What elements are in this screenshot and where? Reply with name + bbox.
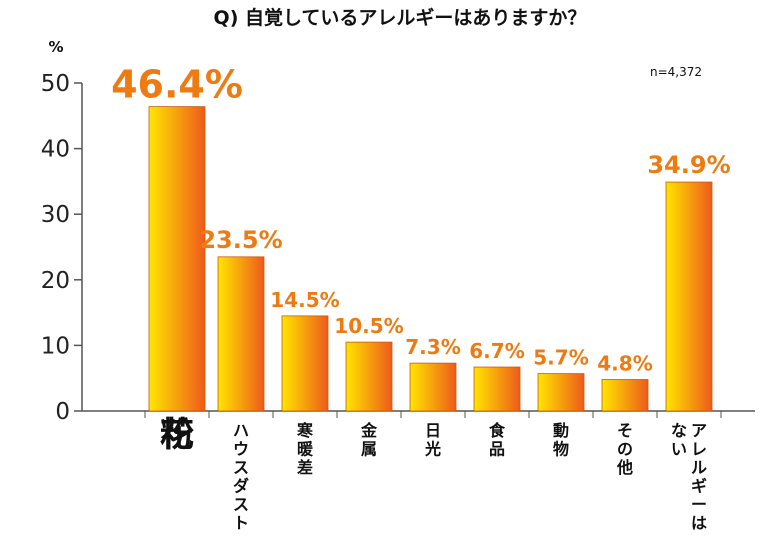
category-label-text: 動物 (553, 421, 569, 459)
sample-size-note: n=4,372 (650, 65, 702, 79)
category-label: 食品 (488, 421, 506, 459)
y-tick-label: 30 (41, 202, 70, 228)
category-label: 動物 (553, 421, 569, 459)
category-label: ハウスダスト (233, 421, 249, 533)
category-label-text: その他 (616, 421, 633, 477)
y-tick-label: 50 (41, 71, 70, 97)
bar (148, 106, 206, 412)
chart-title: Q) 自覚しているアレルギーはありますか？ (214, 6, 587, 29)
category-label: 寒暖差 (296, 421, 314, 477)
y-tick-label: 0 (55, 399, 70, 425)
category-label-text: ハウスダスト (233, 421, 249, 533)
category-label-text: 寒暖差 (296, 421, 314, 477)
category-label-text: アレルギーは (691, 421, 707, 533)
bar (409, 362, 457, 412)
bar (345, 341, 393, 412)
y-tick-label: 20 (41, 268, 70, 294)
value-label: 14.5% (270, 288, 339, 312)
value-label: 10.5% (334, 314, 403, 338)
value-label: 5.7% (533, 346, 588, 370)
value-label: 34.9% (647, 151, 730, 179)
bar (665, 181, 713, 412)
category-label-text: 食品 (488, 421, 506, 459)
value-label: 7.3% (405, 335, 460, 359)
bar (217, 256, 265, 412)
value-labels-group: 46.4% 23.5% 14.5%10.5%7.3% 6.7% 5.7% 4.8% 34.9… (111, 63, 731, 376)
category-label-text: 花 (160, 415, 194, 455)
category-label-text: ない (671, 421, 687, 459)
category-label: 日光 (424, 421, 441, 459)
category-label: 花粉 (160, 415, 194, 455)
bar (281, 315, 329, 412)
category-label: その他 (616, 421, 633, 477)
y-tick-label: 40 (41, 137, 70, 163)
value-label: 23.5% (199, 226, 282, 254)
category-label-text: 金属 (360, 421, 378, 459)
y-tick-label: 10 (41, 333, 70, 359)
bar (537, 373, 585, 412)
category-label-text: 日光 (424, 421, 441, 459)
category-label-text: 粉 (160, 415, 194, 455)
value-label: 4.8% (597, 352, 652, 376)
category-label: 金属 (360, 421, 378, 459)
bar (601, 379, 649, 412)
bars-group (148, 106, 713, 412)
bar (473, 366, 521, 412)
value-label: 46.4% (111, 63, 243, 107)
y-unit-label: % (48, 38, 63, 56)
value-label: 6.7% (469, 339, 524, 363)
